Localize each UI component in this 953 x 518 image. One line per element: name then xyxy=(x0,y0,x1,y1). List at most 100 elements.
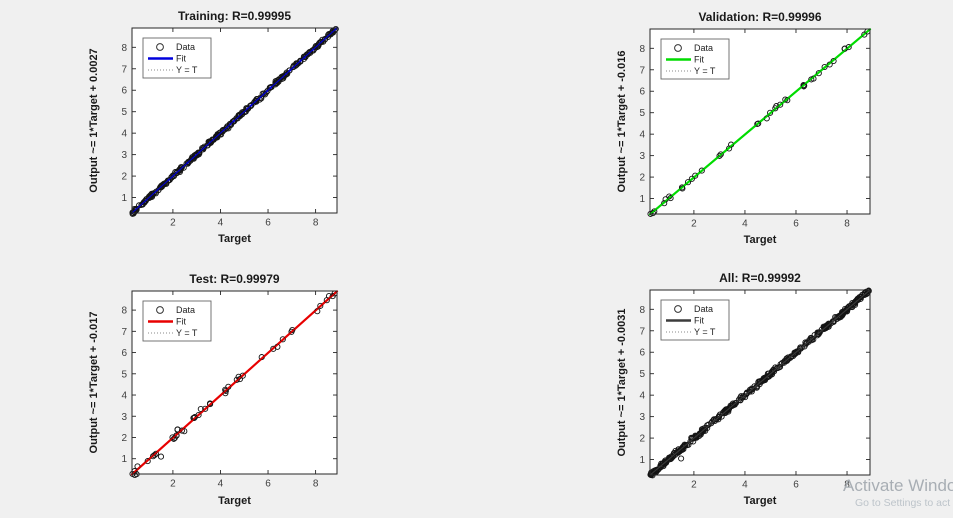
x-axis-label: Target xyxy=(744,495,777,507)
validation-data-layer xyxy=(647,28,872,217)
y-tick-label: 8 xyxy=(121,43,127,54)
y-tick-label: 8 xyxy=(639,305,645,316)
data-marker-icon xyxy=(156,306,164,314)
legend-item-data: Data xyxy=(694,304,713,314)
x-tick-label: 8 xyxy=(313,479,319,490)
x-tick-label: 2 xyxy=(170,218,176,229)
x-tick-label: 2 xyxy=(691,480,697,491)
test-plot-svg: 2 4 6 8 1 2 3 4 5 6 7 8 Test: R=0.99979 Output ~= 1… xyxy=(88,272,339,507)
y-tick-label: 6 xyxy=(121,86,127,97)
data-marker-icon xyxy=(156,43,164,51)
all-plot-svg: 2 4 6 8 1 2 3 4 5 6 7 8 All: R=0.99992 Output ~= 1*… xyxy=(616,271,872,507)
legend-item-data: Data xyxy=(694,43,713,53)
y-tick-label: 1 xyxy=(121,193,127,204)
validation-plot-svg: 2 4 6 8 1 2 3 4 5 6 7 8 Validation: R=0.99996 Outpu… xyxy=(616,10,872,246)
y-tick-label: 3 xyxy=(639,412,645,423)
legend-item-data: Data xyxy=(176,42,195,52)
data-marker-icon xyxy=(674,305,682,313)
y-tick-label: 6 xyxy=(639,348,645,359)
x-tick-label: 6 xyxy=(793,219,799,230)
test-data-layer xyxy=(129,290,339,479)
y-tick-label: 1 xyxy=(121,454,127,465)
y-tick-label: 4 xyxy=(639,391,645,402)
legend-item-yt: Y = T xyxy=(694,327,716,337)
legend-item-fit: Fit xyxy=(694,316,704,326)
legend-item-yt: Y = T xyxy=(694,66,716,76)
y-tick-label: 7 xyxy=(121,327,127,338)
all-data-layer xyxy=(647,287,872,479)
legend: Data Fit Y = T xyxy=(660,38,730,80)
y-tick-label: 4 xyxy=(121,129,127,140)
x-tick-label: 8 xyxy=(844,219,850,230)
y-tick-label: 7 xyxy=(639,65,645,76)
y-tick-label: 5 xyxy=(121,369,127,380)
y-axis-label: Output ~= 1*Target + -0.0031 xyxy=(616,308,628,456)
legend: Data Fit Y = T xyxy=(142,300,212,342)
y-tick-label: 7 xyxy=(121,64,127,75)
y-tick-label: 4 xyxy=(121,391,127,402)
x-tick-label: 4 xyxy=(742,480,748,491)
x-axis-label: Target xyxy=(218,233,251,245)
legend-item-fit: Fit xyxy=(176,54,186,64)
validation-scatter-points xyxy=(647,28,871,217)
y-tick-label: 2 xyxy=(121,433,127,444)
training-axes-layer: 2 4 6 8 1 2 3 4 5 6 7 8 xyxy=(121,27,338,229)
x-axis-label: Target xyxy=(218,495,251,507)
validation-subplot: 2 4 6 8 1 2 3 4 5 6 7 8 Validation: R=0.99996 Outpu… xyxy=(476,0,953,259)
legend-item-fit: Fit xyxy=(176,317,186,327)
data-marker-icon xyxy=(674,44,682,52)
y-tick-label: 7 xyxy=(639,326,645,337)
legend-item-yt: Y = T xyxy=(176,65,198,75)
training-subplot: 2 4 6 8 1 2 3 4 5 6 7 8 Training: R=0.99995 Output … xyxy=(0,0,477,259)
y-tick-label: 6 xyxy=(121,348,127,359)
y-axis-label: Output ~= 1*Target + -0.016 xyxy=(616,51,628,193)
y-tick-label: 1 xyxy=(639,455,645,466)
legend: Data Fit Y = T xyxy=(660,299,730,341)
legend: Data Fit Y = T xyxy=(142,37,212,79)
y-tick-label: 5 xyxy=(121,107,127,118)
training-plot-svg: 2 4 6 8 1 2 3 4 5 6 7 8 Training: R=0.99995 Output … xyxy=(88,9,339,245)
legend-item-yt: Y = T xyxy=(176,328,198,338)
x-tick-label: 6 xyxy=(793,480,799,491)
y-tick-label: 5 xyxy=(639,108,645,119)
x-tick-label: 2 xyxy=(691,219,697,230)
plot-title: Training: R=0.99995 xyxy=(178,9,291,23)
plot-title: Validation: R=0.99996 xyxy=(698,10,821,24)
y-axis-label: Output ~= 1*Target + 0.0027 xyxy=(88,48,100,192)
test-scatter-points xyxy=(129,290,338,479)
validation-axes-layer: 2 4 6 8 1 2 3 4 5 6 7 8 xyxy=(639,28,871,230)
y-tick-label: 6 xyxy=(639,87,645,98)
x-tick-label: 8 xyxy=(313,218,319,229)
y-tick-label: 1 xyxy=(639,194,645,205)
y-tick-label: 3 xyxy=(121,412,127,423)
y-tick-label: 8 xyxy=(121,306,127,317)
x-tick-label: 4 xyxy=(218,218,224,229)
y-tick-label: 2 xyxy=(121,172,127,183)
legend-item-data: Data xyxy=(176,305,195,315)
activate-windows-watermark-subtext: Go to Settings to act xyxy=(855,497,951,509)
plot-title: Test: R=0.99979 xyxy=(189,272,279,286)
y-tick-label: 2 xyxy=(639,173,645,184)
all-subplot: 2 4 6 8 1 2 3 4 5 6 7 8 All: R=0.99992 Output ~= 1*… xyxy=(476,259,953,518)
y-tick-label: 3 xyxy=(639,151,645,162)
y-tick-label: 5 xyxy=(639,369,645,380)
y-tick-label: 3 xyxy=(121,150,127,161)
y-axis-label: Output ~= 1*Target + -0.017 xyxy=(88,312,100,454)
x-tick-label: 8 xyxy=(844,480,850,491)
y-tick-label: 2 xyxy=(639,434,645,445)
x-tick-label: 4 xyxy=(218,479,224,490)
all-axes-layer: 2 4 6 8 1 2 3 4 5 6 7 8 xyxy=(639,289,871,491)
plot-title: All: R=0.99992 xyxy=(719,271,801,285)
x-axis-label: Target xyxy=(744,234,777,246)
x-tick-label: 6 xyxy=(265,479,271,490)
y-tick-label: 4 xyxy=(639,130,645,141)
y-tick-label: 8 xyxy=(639,44,645,55)
legend-item-fit: Fit xyxy=(694,55,704,65)
test-axes-layer: 2 4 6 8 1 2 3 4 5 6 7 8 xyxy=(121,290,338,490)
activate-windows-watermark: Activate Windo xyxy=(843,476,953,495)
x-tick-label: 2 xyxy=(170,479,176,490)
x-tick-label: 6 xyxy=(265,218,271,229)
test-subplot: 2 4 6 8 1 2 3 4 5 6 7 8 Test: R=0.99979 Output ~= 1… xyxy=(0,259,477,518)
x-tick-label: 4 xyxy=(742,219,748,230)
